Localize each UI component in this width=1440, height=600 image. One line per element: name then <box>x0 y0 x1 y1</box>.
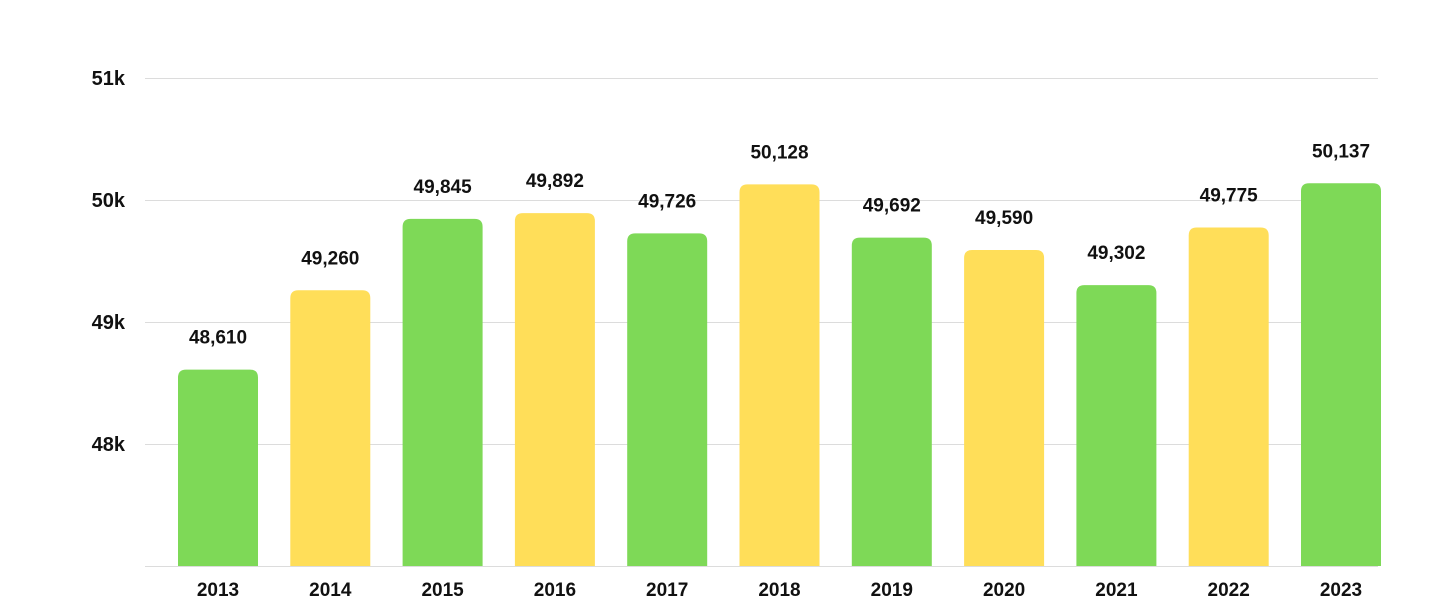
data-label-2022: 49,775 <box>1200 185 1259 206</box>
bar-2020 <box>964 250 1045 566</box>
bar-2014 <box>290 290 371 566</box>
bar-2017 <box>627 233 708 567</box>
bar-2016 <box>514 213 595 566</box>
y-tick-label: 50k <box>92 190 126 212</box>
bar-2021 <box>1076 285 1157 566</box>
x-tick-label-2023: 2023 <box>1320 580 1362 600</box>
bars <box>178 183 1381 567</box>
x-axis-tick-labels: 2013 2014 2015 2016 2017 2018 2019 2020 2021 2022… <box>197 580 1362 600</box>
data-label-2015: 49,845 <box>414 177 473 198</box>
x-tick-label-2022: 2022 <box>1208 580 1250 600</box>
x-tick-label-2017: 2017 <box>646 580 688 600</box>
bar-2023 <box>1301 183 1381 566</box>
y-tick-label: 51k <box>92 68 126 90</box>
bar-2022 <box>1188 227 1269 566</box>
data-label-2023: 50,137 <box>1312 141 1370 162</box>
data-label-2019: 49,692 <box>863 196 921 217</box>
x-tick-label-2020: 2020 <box>983 580 1025 600</box>
x-tick-label-2019: 2019 <box>871 580 913 600</box>
bar-2018 <box>739 184 820 566</box>
data-label-2020: 49,590 <box>975 208 1033 229</box>
y-axis-tick-labels: 48k 49k 50k 51k <box>92 68 126 456</box>
bar-2019 <box>851 237 932 567</box>
bar-2015 <box>402 218 483 566</box>
x-tick-label-2021: 2021 <box>1095 580 1138 600</box>
data-label-2016: 49,892 <box>526 171 584 192</box>
bar-value-labels: 48,610 49,260 49,845 49,892 49,726 50,128 49,6… <box>189 141 1370 348</box>
x-tick-label-2014: 2014 <box>309 580 352 600</box>
data-label-2017: 49,726 <box>638 191 696 212</box>
data-label-2021: 49,302 <box>1087 243 1145 264</box>
data-label-2013: 48,610 <box>189 328 247 349</box>
x-tick-label-2013: 2013 <box>197 580 239 600</box>
x-tick-label-2018: 2018 <box>758 580 800 600</box>
data-label-2014: 49,260 <box>301 248 359 269</box>
y-tick-label: 49k <box>92 312 126 334</box>
x-tick-label-2015: 2015 <box>421 580 464 600</box>
y-tick-label: 48k <box>92 434 126 456</box>
data-label-2018: 50,128 <box>750 142 808 163</box>
bar-2013 <box>178 369 258 566</box>
x-tick-label-2016: 2016 <box>534 580 576 600</box>
